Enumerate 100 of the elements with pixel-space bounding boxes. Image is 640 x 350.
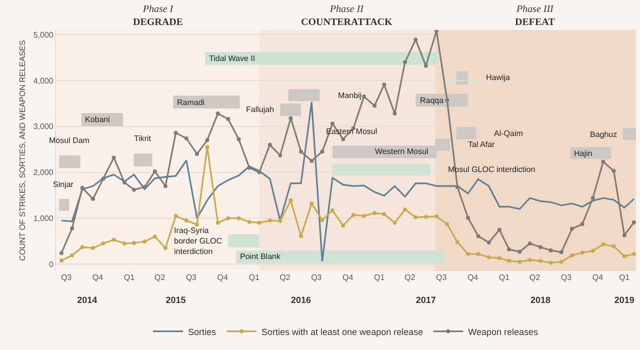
band-label: Western Mosul [375, 147, 428, 156]
point [310, 202, 314, 206]
point [466, 252, 470, 256]
point [310, 158, 314, 163]
point [507, 258, 512, 263]
point [476, 234, 480, 238]
point [278, 153, 282, 158]
band-label: Tidal Wave II [209, 54, 256, 63]
point [497, 228, 502, 232]
y-tick-label: 4,000 [33, 76, 54, 86]
point [538, 245, 543, 250]
x-tick-label: Q4 [592, 273, 604, 282]
x-tick-label: Q4 [342, 273, 354, 282]
point [445, 98, 450, 102]
point [70, 226, 74, 230]
point [288, 116, 293, 120]
point [486, 240, 491, 245]
point [518, 250, 522, 254]
point [70, 253, 74, 258]
point [612, 244, 616, 248]
band-label: Fallujah [246, 105, 274, 114]
point [152, 234, 157, 239]
x-tick-label: Q2 [529, 273, 541, 282]
x-tick-label: Q2 [404, 273, 416, 282]
x-tick-label: Q4 [92, 273, 104, 282]
point [601, 160, 606, 164]
point [80, 245, 84, 250]
point [142, 240, 147, 244]
x2-tick-label: 2018 [530, 295, 551, 305]
point [476, 252, 480, 256]
point [559, 250, 564, 254]
point [132, 188, 136, 192]
point [466, 216, 470, 220]
point [622, 254, 626, 258]
point [392, 112, 397, 116]
point [330, 208, 334, 212]
point [382, 212, 386, 216]
point [590, 196, 595, 200]
x-tick-label: Q2 [154, 273, 166, 282]
point [424, 64, 428, 68]
point [528, 258, 532, 262]
x2-tick-label: 2014 [77, 295, 98, 305]
point [570, 253, 574, 258]
point [580, 250, 584, 255]
point [226, 216, 230, 220]
x-tick-label: Q1 [248, 273, 260, 282]
point [299, 150, 303, 154]
point [174, 130, 178, 135]
point [268, 218, 272, 222]
x-tick-label: Q4 [467, 273, 479, 282]
point [580, 222, 584, 226]
point [351, 213, 356, 217]
point [445, 222, 450, 226]
point [622, 233, 626, 238]
point [80, 186, 84, 190]
point [570, 226, 574, 231]
point [299, 234, 303, 238]
point [90, 196, 95, 201]
band-label: Iraq-Syria border GLOC interdiction [174, 226, 222, 256]
point [278, 218, 282, 223]
x2-tick-label: 2017 [416, 295, 436, 305]
point [164, 246, 168, 250]
x-tick-label: Q2 [280, 273, 291, 282]
point [632, 252, 636, 256]
point [590, 248, 595, 253]
point [372, 104, 377, 108]
band-label: Phase III DEFEAT [515, 4, 556, 28]
point [236, 216, 241, 220]
x-tick-label: Q1 [124, 273, 136, 282]
point [288, 198, 293, 202]
point [548, 260, 553, 265]
point [205, 145, 210, 150]
y-tick-label: 1,000 [33, 214, 54, 224]
point [403, 207, 408, 212]
x2-tick-label: 2015 [166, 295, 186, 305]
point [268, 142, 272, 147]
point [434, 214, 439, 218]
point [362, 94, 366, 99]
point [216, 220, 220, 225]
x-tick-label: Q3 [186, 273, 198, 282]
point [330, 122, 334, 126]
x-tick-label: Q1 [619, 273, 630, 282]
x-tick-label: Q1 [498, 273, 510, 282]
point [184, 218, 188, 222]
point [152, 169, 157, 174]
point [226, 117, 230, 122]
band-label: Tal Afar [468, 140, 496, 149]
band-label: Manbij [338, 91, 362, 100]
point [320, 150, 324, 154]
y-tick-label: 5,000 [33, 30, 54, 40]
point [101, 176, 106, 181]
x-tick-label: Q3 [60, 273, 72, 282]
band-label: Point Blank [240, 252, 282, 261]
point [455, 184, 460, 189]
point [372, 211, 377, 216]
point [341, 137, 346, 142]
band-label: Ramadi [177, 98, 205, 107]
point [122, 180, 126, 184]
legend-label: Sorties with at least one weapon release [262, 326, 424, 337]
band-label: Baghuz [590, 130, 618, 139]
